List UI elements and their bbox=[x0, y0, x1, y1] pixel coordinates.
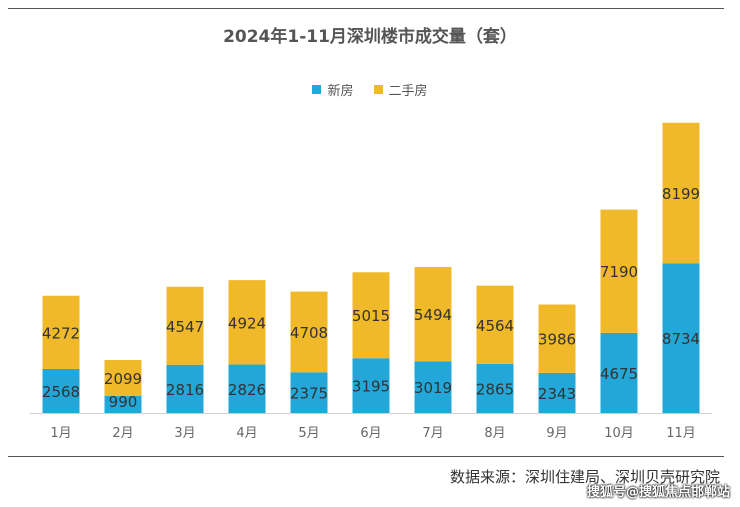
bar-resale-homes bbox=[104, 360, 142, 397]
data-label-resale-homes: 4547 bbox=[166, 318, 204, 336]
top-rule bbox=[8, 8, 724, 9]
data-label-new-homes: 3019 bbox=[414, 379, 452, 397]
x-tick-label: 4月 bbox=[236, 426, 257, 441]
data-label-resale-homes: 4272 bbox=[42, 324, 80, 342]
data-label-new-homes: 4675 bbox=[600, 365, 638, 383]
data-label-resale-homes: 4564 bbox=[476, 317, 514, 335]
data-label-resale-homes: 4708 bbox=[290, 324, 328, 342]
bar-new-homes bbox=[104, 396, 142, 413]
bar-resale-homes bbox=[290, 291, 328, 373]
x-tick-label: 11月 bbox=[666, 426, 696, 441]
data-label-new-homes: 990 bbox=[109, 393, 138, 411]
x-tick-label: 6月 bbox=[360, 426, 381, 441]
x-tick-label: 7月 bbox=[422, 426, 443, 441]
data-label-resale-homes: 8199 bbox=[662, 185, 700, 203]
bar-new-homes bbox=[290, 372, 328, 413]
bar-new-homes bbox=[538, 372, 576, 413]
legend-swatch-new-homes bbox=[312, 85, 322, 94]
legend-swatch-resale-homes bbox=[373, 85, 383, 94]
x-tick-label: 10月 bbox=[604, 426, 634, 441]
data-label-new-homes: 2826 bbox=[228, 381, 266, 399]
legend-item-resale-homes: 二手房 bbox=[373, 80, 428, 99]
bar-new-homes bbox=[166, 364, 204, 413]
bar-resale-homes bbox=[538, 304, 576, 373]
data-label-resale-homes: 5015 bbox=[352, 307, 390, 325]
bar-new-homes bbox=[476, 363, 514, 413]
data-label-resale-homes: 2099 bbox=[104, 370, 142, 388]
bar-resale-homes bbox=[228, 280, 266, 365]
watermark: 搜狐号@搜狐焦点邯郸站 bbox=[586, 485, 730, 500]
bottom-rule bbox=[8, 456, 724, 457]
x-tick-label: 1月 bbox=[50, 426, 71, 441]
data-label-new-homes: 2865 bbox=[476, 380, 514, 398]
bar-resale-homes bbox=[166, 286, 204, 365]
data-label-new-homes: 2343 bbox=[538, 385, 576, 403]
legend-item-new-homes: 新房 bbox=[312, 80, 354, 99]
x-tick-label: 9月 bbox=[546, 426, 567, 441]
data-label-new-homes: 2375 bbox=[290, 385, 328, 403]
bar-new-homes bbox=[228, 364, 266, 413]
bar-new-homes bbox=[42, 368, 80, 413]
data-label-new-homes: 8734 bbox=[662, 330, 700, 348]
data-label-resale-homes: 7190 bbox=[600, 263, 638, 281]
data-label-resale-homes: 3986 bbox=[538, 331, 576, 349]
data-label-new-homes: 2568 bbox=[42, 383, 80, 401]
legend: 新房 二手房 bbox=[0, 80, 740, 99]
x-tick-label: 5月 bbox=[298, 426, 319, 441]
bar-resale-homes bbox=[352, 272, 390, 359]
bar-resale-homes bbox=[42, 295, 80, 369]
legend-label-new-homes: 新房 bbox=[327, 84, 354, 99]
chart-title: 2024年1-11月深圳楼市成交量（套） bbox=[223, 27, 517, 47]
bar-new-homes bbox=[662, 263, 700, 413]
x-tick-label: 8月 bbox=[484, 426, 505, 441]
data-label-resale-homes: 5494 bbox=[414, 306, 452, 324]
bar-resale-homes bbox=[600, 209, 638, 333]
x-tick-label: 3月 bbox=[174, 426, 195, 441]
legend-label-resale-homes: 二手房 bbox=[388, 84, 428, 99]
data-label-new-homes: 3195 bbox=[352, 378, 390, 396]
data-label-new-homes: 2816 bbox=[166, 381, 204, 399]
bar-new-homes bbox=[352, 358, 390, 413]
bar-resale-homes bbox=[414, 267, 452, 362]
x-tick-label: 2月 bbox=[112, 426, 133, 441]
bar-new-homes bbox=[600, 332, 638, 413]
bar-resale-homes bbox=[662, 122, 700, 264]
data-label-resale-homes: 4924 bbox=[228, 314, 266, 332]
bar-resale-homes bbox=[476, 285, 514, 364]
source-note: 数据来源：深圳住建局、深圳贝壳研究院 bbox=[449, 468, 720, 486]
bar-new-homes bbox=[414, 361, 452, 413]
